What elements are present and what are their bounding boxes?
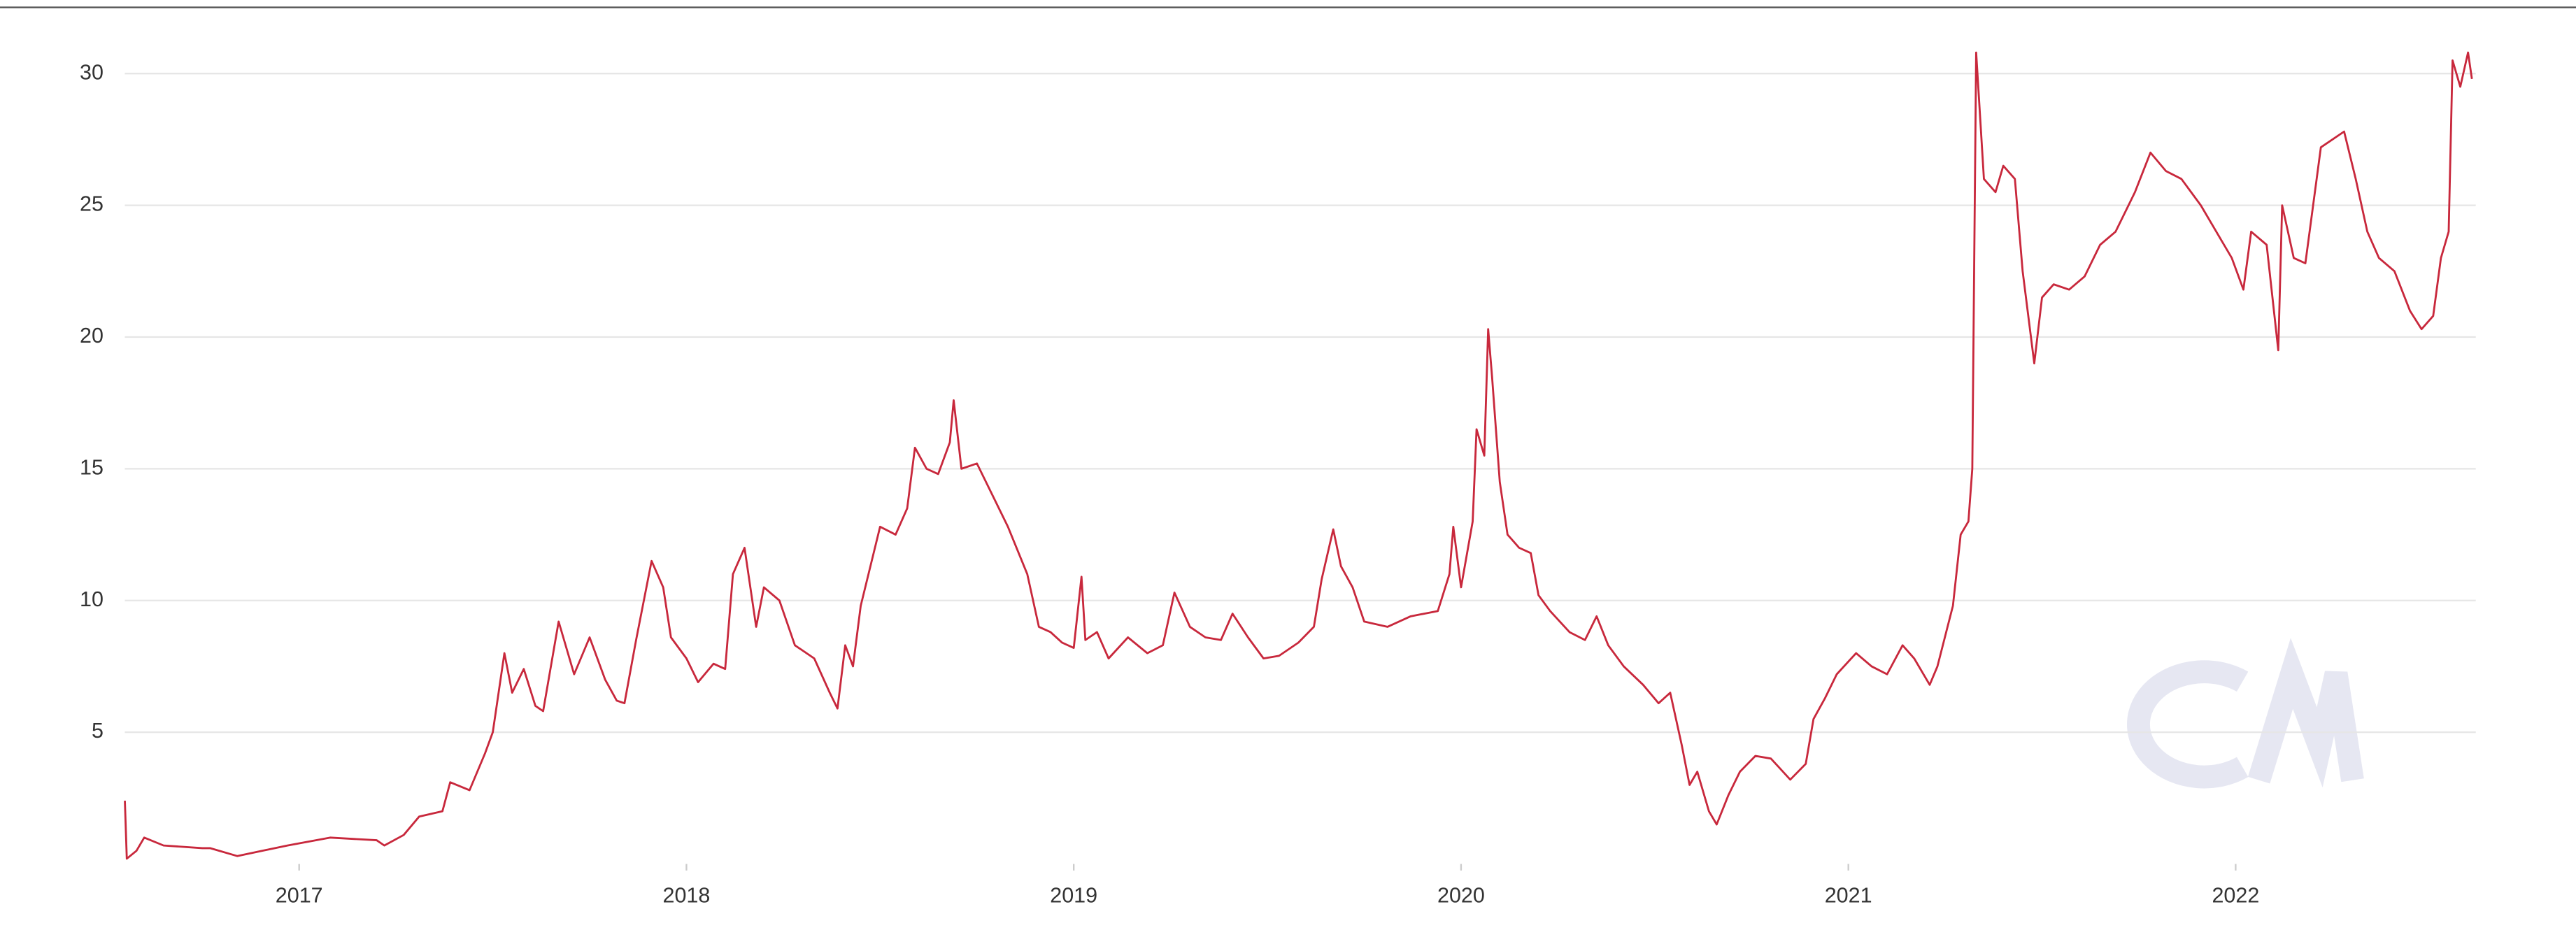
x-tick-label: 2019 bbox=[1050, 884, 1097, 908]
x-tick-label: 2021 bbox=[1825, 884, 1872, 908]
x-tick-label: 2018 bbox=[662, 884, 710, 908]
watermark-c bbox=[2127, 660, 2249, 789]
y-tick-label: 15 bbox=[80, 455, 104, 479]
y-tick-label: 5 bbox=[92, 719, 104, 743]
y-tick-label: 30 bbox=[80, 60, 104, 84]
watermark-m bbox=[2247, 638, 2364, 788]
y-tick-label: 10 bbox=[80, 587, 104, 611]
x-tick-label: 2020 bbox=[1437, 884, 1485, 908]
line-series bbox=[124, 51, 2473, 860]
y-tick-label: 20 bbox=[80, 324, 104, 348]
x-tick-label: 2022 bbox=[2212, 884, 2259, 908]
y-tick-label: 25 bbox=[80, 192, 104, 216]
watermark bbox=[2127, 638, 2364, 789]
x-tick-label: 2017 bbox=[276, 884, 323, 908]
